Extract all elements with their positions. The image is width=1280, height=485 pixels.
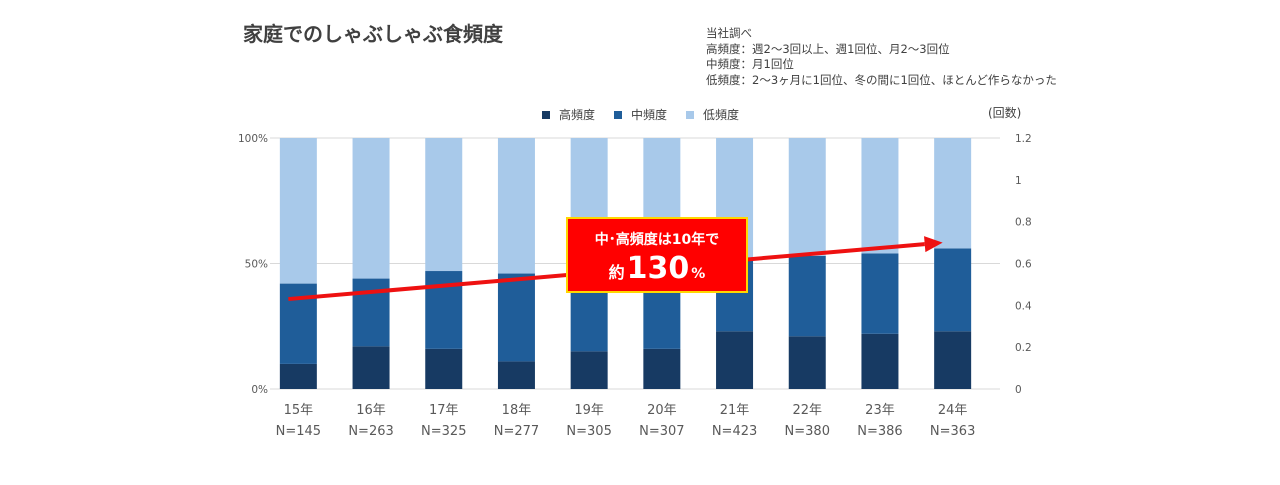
bar-20年-中頻度: [643, 283, 681, 349]
bar-22年-高頻度: [788, 336, 826, 389]
legend-label: 中頻度: [631, 107, 667, 122]
x-category-label: 16年: [356, 403, 386, 418]
x-sample-size-label: N=325: [421, 424, 466, 439]
right-tick-label: 0.8: [1015, 217, 1032, 229]
left-tick-label: 0%: [251, 384, 268, 396]
legend-swatch: [686, 111, 694, 119]
bar-18年-中頻度: [497, 273, 535, 362]
bar-16年-中頻度: [352, 278, 390, 347]
x-sample-size-label: N=307: [639, 424, 684, 439]
bar-19年-高頻度: [570, 351, 608, 389]
bar-24年-低頻度: [934, 138, 972, 249]
legend: 高頻度 中頻度 低頻度: [542, 107, 739, 122]
callout-prefix: 約: [608, 263, 625, 282]
right-tick-label: 1.2: [1015, 133, 1032, 145]
x-category-label: 18年: [502, 403, 532, 418]
chart-title: 家庭でのしゃぶしゃぶ食頻度: [243, 22, 503, 46]
right-tick-label: 0.4: [1015, 300, 1032, 312]
bar-21年-高頻度: [716, 331, 754, 389]
bar-23年-高頻度: [861, 333, 899, 389]
note-low: 低頻度：2～3ヶ月に1回位、冬の間に1回位、ほとんど作らなかった: [706, 72, 1057, 87]
note-mid: 中頻度：月1回位: [706, 57, 794, 71]
bar-20年-高頻度: [643, 348, 681, 389]
x-category-label: 21年: [720, 403, 750, 418]
right-tick-label: 1: [1015, 175, 1022, 187]
bar-18年-高頻度: [497, 361, 535, 389]
bar-17年-低頻度: [425, 138, 463, 272]
x-sample-size-label: N=263: [348, 424, 393, 439]
x-sample-size-label: N=145: [276, 424, 321, 439]
bar-18年-低頻度: [497, 138, 535, 274]
callout-line2: 約130%: [568, 251, 746, 286]
x-category-label: 19年: [574, 403, 604, 418]
trend-arrow-head: [924, 236, 943, 253]
right-tick-label: 0.6: [1015, 259, 1032, 271]
left-axis-ticks: 0% 50% 100%: [238, 133, 268, 396]
left-tick-label: 50%: [245, 259, 268, 271]
bar-16年-低頻度: [352, 138, 390, 279]
bar-16年-高頻度: [352, 346, 390, 389]
right-axis-ticks: 0 0.2 0.4 0.6 0.8 1 1.2: [1015, 133, 1032, 396]
x-category-label: 15年: [284, 403, 314, 418]
x-category-label: 17年: [429, 403, 459, 418]
x-sample-size-label: N=386: [857, 424, 902, 439]
bar-17年-高頻度: [425, 348, 463, 389]
legend-swatch: [614, 111, 622, 119]
survey-notes: 当社調べ 高頻度：週2～3回以上、週1回位、月2～3回位 中頻度：月1回位 低頻…: [706, 26, 1057, 88]
bar-23年-中頻度: [861, 253, 899, 334]
x-sample-size-label: N=380: [785, 424, 830, 439]
x-axis-labels: 15年 N=145 16年 N=263 17年 N=325 18年 N=277 19年 N=305…: [276, 403, 976, 439]
note-high: 高頻度：週2～3回以上、週1回位、月2～3回位: [706, 41, 950, 56]
x-category-label: 23年: [865, 403, 895, 418]
x-category-label: 20年: [647, 403, 677, 418]
callout-line1: 中･高頻度は10年で: [594, 232, 720, 248]
right-tick-label: 0: [1015, 384, 1022, 396]
note-source: 当社調べ: [706, 26, 752, 40]
bar-15年-高頻度: [279, 363, 317, 389]
x-category-label: 22年: [792, 403, 822, 418]
callout-number: 130: [626, 251, 690, 286]
bar-15年-低頻度: [279, 138, 317, 284]
x-sample-size-label: N=305: [566, 424, 611, 439]
legend-label: 低頻度: [703, 107, 739, 122]
bar-22年-低頻度: [788, 138, 826, 256]
callout-unit: %: [691, 266, 706, 282]
x-sample-size-label: N=277: [494, 424, 539, 439]
x-sample-size-label: N=363: [930, 424, 975, 439]
x-category-label: 24年: [938, 403, 968, 418]
right-tick-label: 0.2: [1015, 342, 1032, 354]
left-tick-label: 100%: [238, 133, 268, 145]
callout-box: 中･高頻度は10年で 約130%: [566, 217, 748, 293]
x-sample-size-label: N=423: [712, 424, 757, 439]
bar-23年-低頻度: [861, 138, 899, 254]
bar-24年-中頻度: [934, 248, 972, 332]
legend-swatch: [542, 111, 550, 119]
bar-22年-中頻度: [788, 255, 826, 337]
bar-24年-高頻度: [934, 331, 972, 389]
right-axis-label: (回数): [988, 105, 1021, 120]
legend-label: 高頻度: [559, 107, 595, 122]
